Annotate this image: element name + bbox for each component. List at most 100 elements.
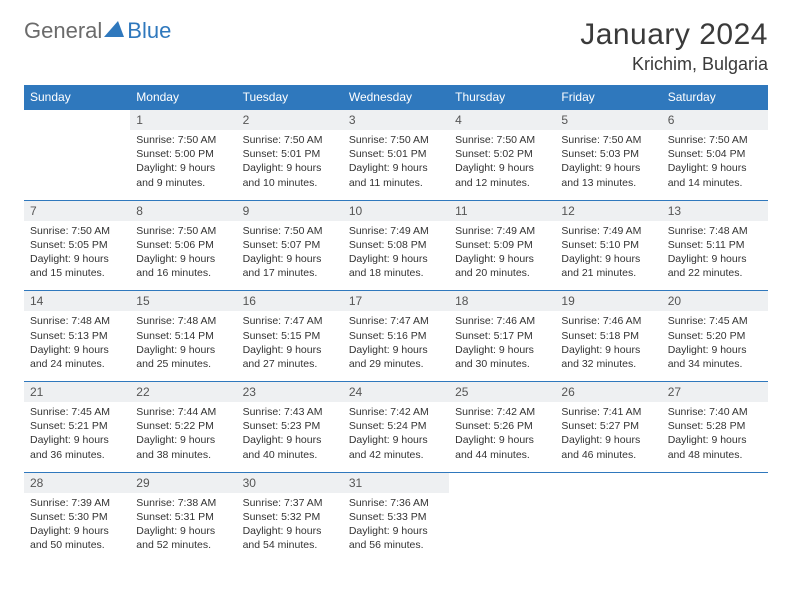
day-number-cell: 10	[343, 200, 449, 221]
daylight-text: Daylight: 9 hours and 10 minutes.	[243, 161, 337, 189]
day-number-cell: 29	[130, 472, 236, 493]
daylight-text: Daylight: 9 hours and 20 minutes.	[455, 252, 549, 280]
sunrise-text: Sunrise: 7:42 AM	[349, 405, 443, 419]
sunset-text: Sunset: 5:15 PM	[243, 329, 337, 343]
daylight-text: Daylight: 9 hours and 25 minutes.	[136, 343, 230, 371]
daylight-text: Daylight: 9 hours and 9 minutes.	[136, 161, 230, 189]
day-number-cell	[662, 472, 768, 493]
day-number-cell: 3	[343, 110, 449, 131]
week-number-row: 28293031	[24, 472, 768, 493]
day-of-week-header: Tuesday	[237, 85, 343, 110]
day-detail-cell: Sunrise: 7:48 AMSunset: 5:11 PMDaylight:…	[662, 221, 768, 291]
sunset-text: Sunset: 5:02 PM	[455, 147, 549, 161]
day-detail-cell	[662, 493, 768, 563]
daylight-text: Daylight: 9 hours and 44 minutes.	[455, 433, 549, 461]
day-number-cell: 11	[449, 200, 555, 221]
logo-text-general: General	[24, 18, 102, 44]
sunrise-text: Sunrise: 7:50 AM	[349, 133, 443, 147]
day-number-cell: 15	[130, 291, 236, 312]
day-number-cell: 17	[343, 291, 449, 312]
day-number-cell: 19	[555, 291, 661, 312]
sunset-text: Sunset: 5:13 PM	[30, 329, 124, 343]
sunrise-text: Sunrise: 7:46 AM	[455, 314, 549, 328]
day-number-cell: 23	[237, 382, 343, 403]
sunrise-text: Sunrise: 7:48 AM	[668, 224, 762, 238]
day-detail-cell: Sunrise: 7:38 AMSunset: 5:31 PMDaylight:…	[130, 493, 236, 563]
sunrise-text: Sunrise: 7:41 AM	[561, 405, 655, 419]
sunrise-text: Sunrise: 7:48 AM	[30, 314, 124, 328]
day-detail-cell: Sunrise: 7:50 AMSunset: 5:01 PMDaylight:…	[237, 130, 343, 200]
sunrise-text: Sunrise: 7:38 AM	[136, 496, 230, 510]
day-number-cell: 31	[343, 472, 449, 493]
sunset-text: Sunset: 5:01 PM	[243, 147, 337, 161]
location-label: Krichim, Bulgaria	[580, 54, 768, 75]
daylight-text: Daylight: 9 hours and 24 minutes.	[30, 343, 124, 371]
daylight-text: Daylight: 9 hours and 18 minutes.	[349, 252, 443, 280]
daylight-text: Daylight: 9 hours and 42 minutes.	[349, 433, 443, 461]
day-number-cell: 30	[237, 472, 343, 493]
day-detail-cell: Sunrise: 7:42 AMSunset: 5:26 PMDaylight:…	[449, 402, 555, 472]
day-number-cell	[449, 472, 555, 493]
day-detail-cell	[555, 493, 661, 563]
day-number-cell: 21	[24, 382, 130, 403]
day-detail-cell: Sunrise: 7:50 AMSunset: 5:03 PMDaylight:…	[555, 130, 661, 200]
day-number-cell: 22	[130, 382, 236, 403]
sunset-text: Sunset: 5:01 PM	[349, 147, 443, 161]
daylight-text: Daylight: 9 hours and 38 minutes.	[136, 433, 230, 461]
month-title: January 2024	[580, 18, 768, 52]
sunset-text: Sunset: 5:31 PM	[136, 510, 230, 524]
title-block: January 2024 Krichim, Bulgaria	[580, 18, 768, 75]
sunset-text: Sunset: 5:09 PM	[455, 238, 549, 252]
daylight-text: Daylight: 9 hours and 32 minutes.	[561, 343, 655, 371]
day-of-week-row: SundayMondayTuesdayWednesdayThursdayFrid…	[24, 85, 768, 110]
sunset-text: Sunset: 5:26 PM	[455, 419, 549, 433]
daylight-text: Daylight: 9 hours and 22 minutes.	[668, 252, 762, 280]
logo-triangle-icon	[104, 21, 124, 42]
sunrise-text: Sunrise: 7:50 AM	[561, 133, 655, 147]
day-number-cell: 1	[130, 110, 236, 131]
sunset-text: Sunset: 5:11 PM	[668, 238, 762, 252]
day-number-cell: 12	[555, 200, 661, 221]
daylight-text: Daylight: 9 hours and 17 minutes.	[243, 252, 337, 280]
day-number-cell: 25	[449, 382, 555, 403]
day-number-cell: 4	[449, 110, 555, 131]
day-of-week-header: Monday	[130, 85, 236, 110]
sunrise-text: Sunrise: 7:48 AM	[136, 314, 230, 328]
sunset-text: Sunset: 5:23 PM	[243, 419, 337, 433]
sunset-text: Sunset: 5:32 PM	[243, 510, 337, 524]
sunrise-text: Sunrise: 7:46 AM	[561, 314, 655, 328]
day-detail-cell: Sunrise: 7:36 AMSunset: 5:33 PMDaylight:…	[343, 493, 449, 563]
sunrise-text: Sunrise: 7:39 AM	[30, 496, 124, 510]
day-number-cell: 20	[662, 291, 768, 312]
week-detail-row: Sunrise: 7:50 AMSunset: 5:00 PMDaylight:…	[24, 130, 768, 200]
sunset-text: Sunset: 5:07 PM	[243, 238, 337, 252]
week-number-row: 14151617181920	[24, 291, 768, 312]
week-detail-row: Sunrise: 7:39 AMSunset: 5:30 PM Daylight:…	[24, 493, 768, 563]
week-number-row: 21222324252627	[24, 382, 768, 403]
sunset-text: Sunset: 5:03 PM	[561, 147, 655, 161]
day-detail-cell: Sunrise: 7:40 AMSunset: 5:28 PMDaylight:…	[662, 402, 768, 472]
day-detail-cell: Sunrise: 7:48 AMSunset: 5:14 PMDaylight:…	[130, 311, 236, 381]
sunrise-text: Sunrise: 7:42 AM	[455, 405, 549, 419]
day-detail-cell: Sunrise: 7:44 AMSunset: 5:22 PMDaylight:…	[130, 402, 236, 472]
sunrise-text: Sunrise: 7:50 AM	[136, 133, 230, 147]
sunrise-text: Sunrise: 7:43 AM	[243, 405, 337, 419]
sunrise-text: Sunrise: 7:50 AM	[668, 133, 762, 147]
sunset-text: Sunset: 5:30 PM	[30, 510, 124, 524]
sunrise-text: Sunrise: 7:50 AM	[30, 224, 124, 238]
day-of-week-header: Friday	[555, 85, 661, 110]
sunrise-text: Sunrise: 7:49 AM	[455, 224, 549, 238]
day-number-cell: 6	[662, 110, 768, 131]
sunset-text: Sunset: 5:28 PM	[668, 419, 762, 433]
daylight-text: Daylight: 9 hours and 12 minutes.	[455, 161, 549, 189]
sunset-text: Sunset: 5:22 PM	[136, 419, 230, 433]
day-detail-cell: Sunrise: 7:45 AMSunset: 5:21 PMDaylight:…	[24, 402, 130, 472]
daylight-text: Daylight: 9 hours and 56 minutes.	[349, 524, 443, 552]
sunset-text: Sunset: 5:16 PM	[349, 329, 443, 343]
sunrise-text: Sunrise: 7:50 AM	[136, 224, 230, 238]
day-detail-cell: Sunrise: 7:43 AMSunset: 5:23 PMDaylight:…	[237, 402, 343, 472]
page-header: General Blue January 2024 Krichim, Bulga…	[24, 18, 768, 75]
sunrise-text: Sunrise: 7:44 AM	[136, 405, 230, 419]
week-detail-row: Sunrise: 7:45 AMSunset: 5:21 PMDaylight:…	[24, 402, 768, 472]
day-number-cell: 26	[555, 382, 661, 403]
